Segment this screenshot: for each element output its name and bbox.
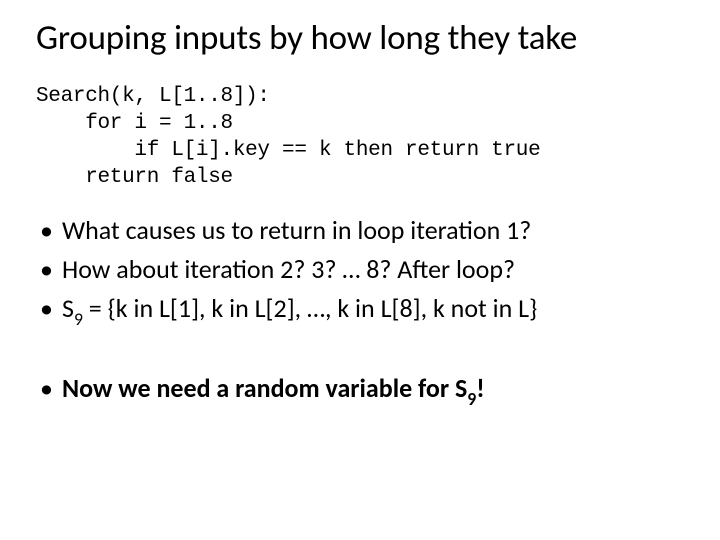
code-line-3: if L[i].key == k then return true [36,139,540,162]
code-line-4: return false [36,166,233,189]
bullet-spacer [36,332,684,368]
pseudocode-block: Search(k, L[1..8]): for i = 1..8 if L[i]… [36,84,684,192]
b3-rest: = {k in L[1], k in L[2], …, k in L[8], k… [83,292,537,324]
bullet-item-3: S9 = {k in L[1], k in L[2], …, k in L[8]… [36,290,684,330]
b4-suffix: ! [476,372,484,404]
code-line-2: for i = 1..8 [36,112,233,135]
slide: Grouping inputs by how long they take Se… [0,0,720,540]
b4-prefix: Now we need a random variable for S [62,372,467,404]
bullet-item-2: How about iteration 2? 3? … 8? After loo… [36,251,684,288]
b4-subscript: 9 [467,388,476,410]
code-line-1: Search(k, L[1..8]): [36,85,270,108]
bullet-list: What causes us to return in loop iterati… [36,212,684,410]
b3-prefix: S [62,292,74,324]
slide-title: Grouping inputs by how long they take [36,18,684,58]
b3-subscript: 9 [74,308,83,330]
bullet-item-1: What causes us to return in loop iterati… [36,212,684,249]
bullet-item-4: Now we need a random variable for S9! [36,370,684,410]
